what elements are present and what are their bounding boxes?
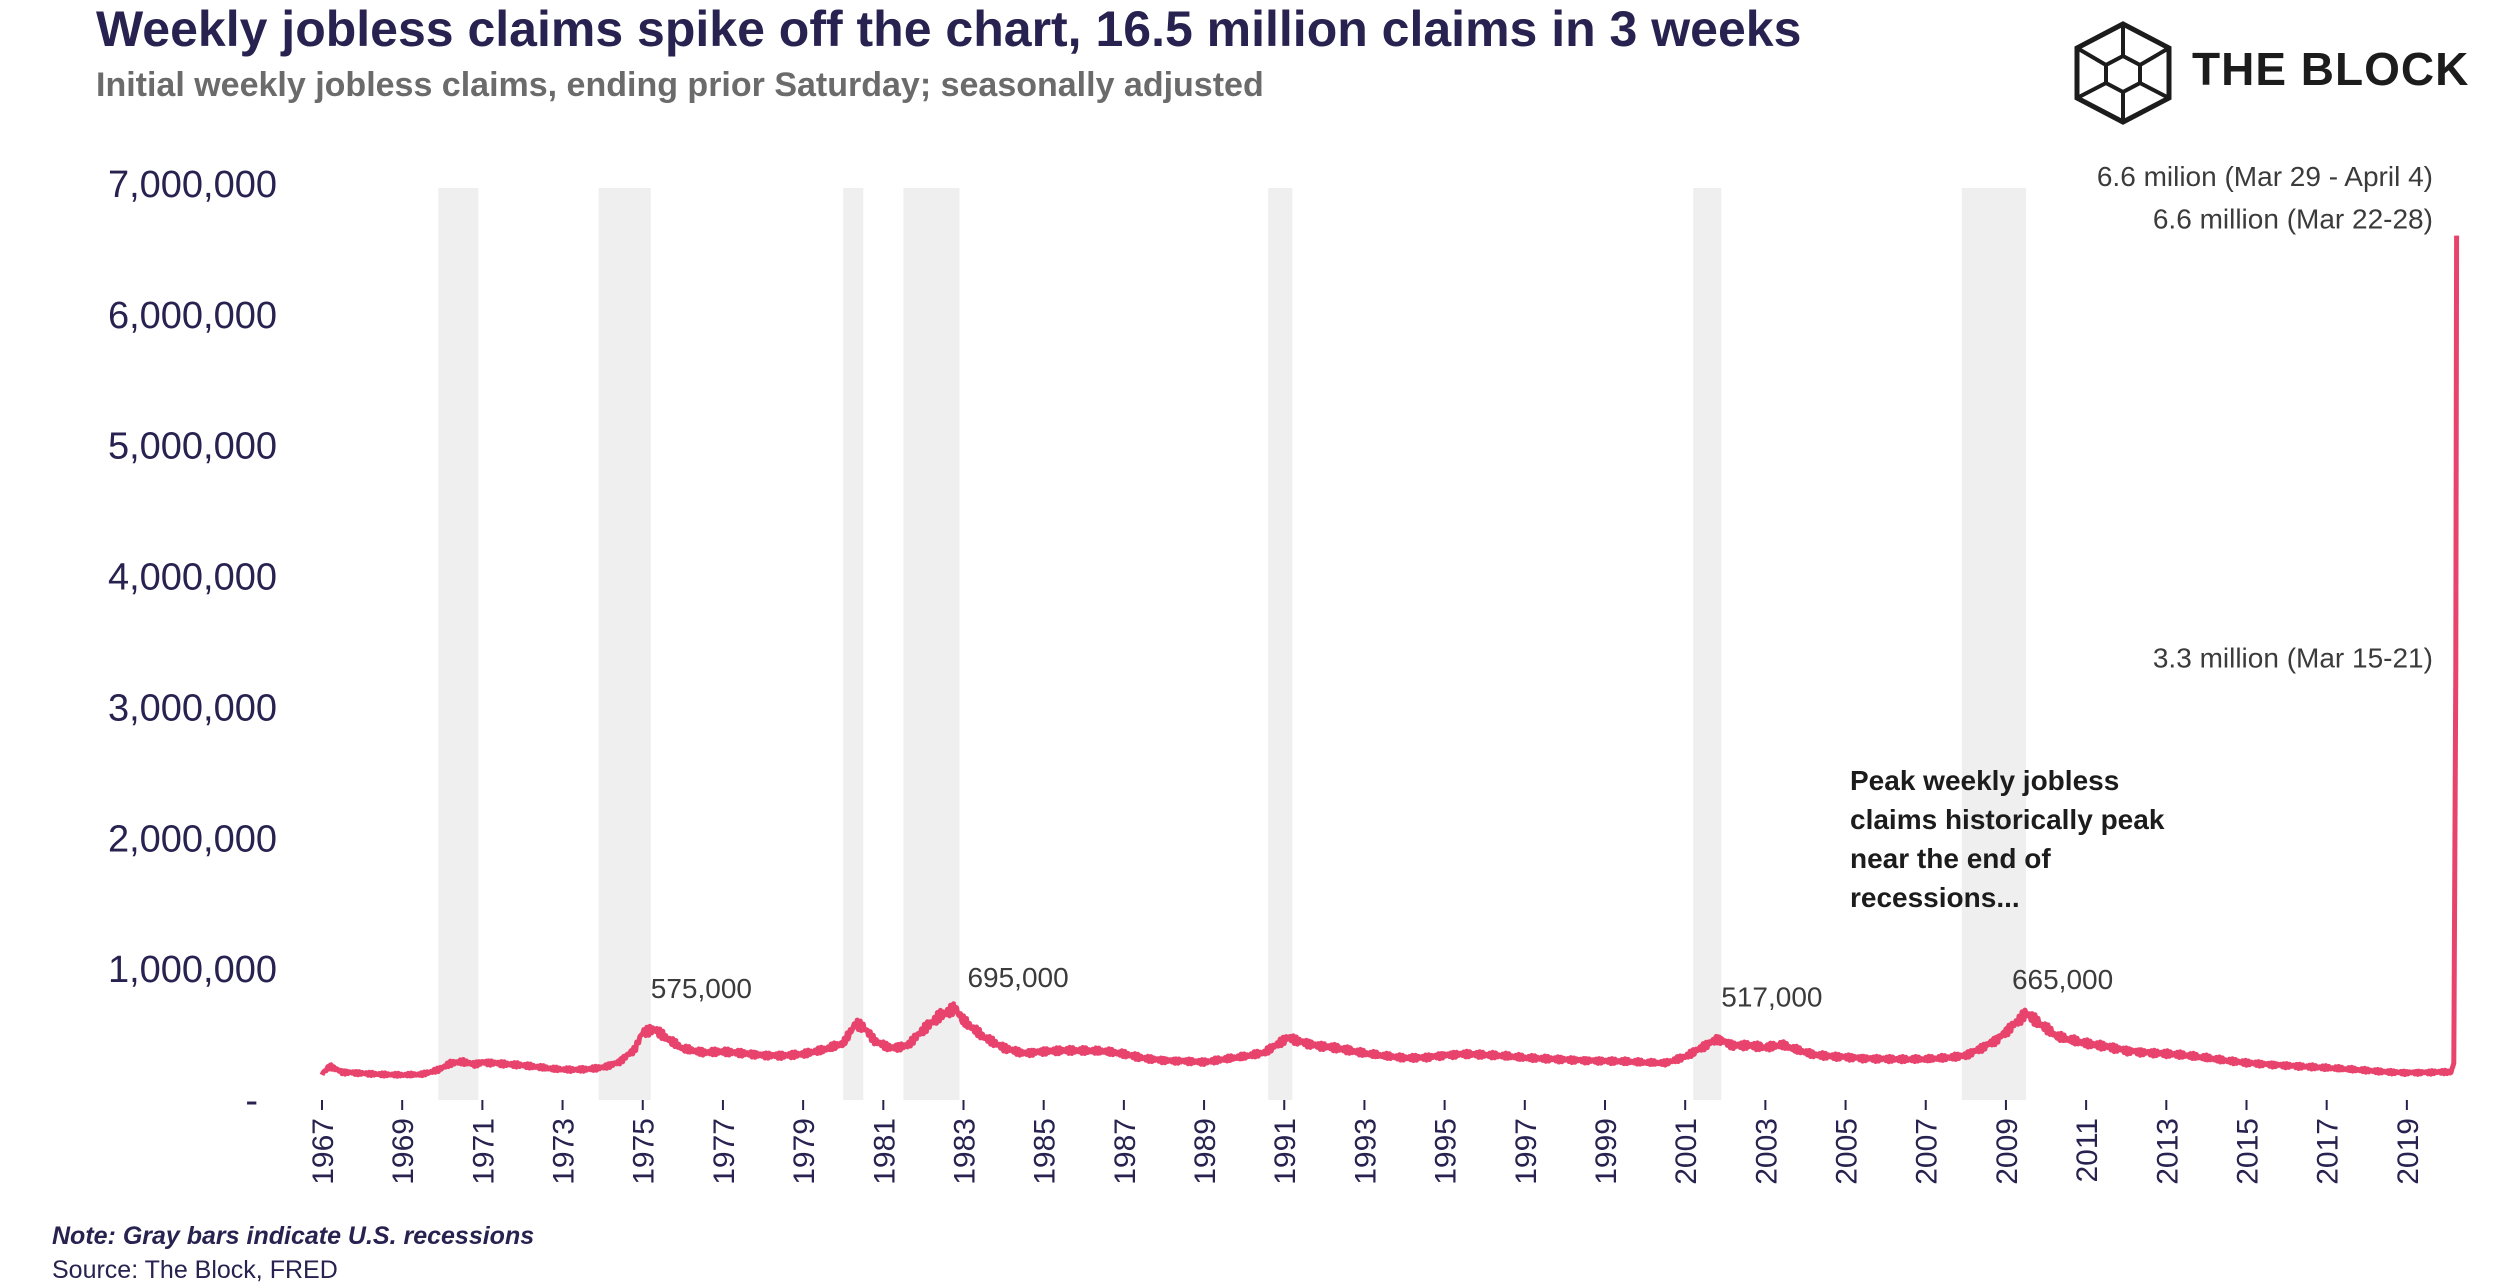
x-tick-label: 1981: [868, 1118, 901, 1185]
data-annotation: 6.6 milion (Mar 29 - April 4): [2097, 161, 2433, 192]
data-annotation: 6.6 million (Mar 22-28): [2153, 203, 2433, 234]
recession-bar: [843, 188, 864, 1100]
footnote: Note: Gray bars indicate U.S. recessions: [52, 1222, 535, 1250]
y-tick-label: 6,000,000: [108, 295, 277, 337]
callout-line: claims historically peak: [1850, 804, 2165, 835]
x-tick-label: 1969: [387, 1118, 420, 1185]
x-tick-label: 2011: [2071, 1118, 2104, 1183]
x-tick-label: 1997: [1510, 1118, 1543, 1185]
y-tick-label: 1,000,000: [108, 949, 277, 991]
claims-series: [319, 235, 2460, 1079]
x-tick-label: 2001: [1670, 1118, 1703, 1185]
x-tick-label: 2017: [2312, 1118, 2345, 1185]
x-tick-label: 1985: [1029, 1118, 1062, 1185]
jobless-claims-chart: - 1,000,000 2,000,000 3,000,000 4,000,000 5,0…: [108, 161, 2460, 1185]
x-tick-label: 2005: [1831, 1118, 1864, 1185]
x-tick-label: 1977: [708, 1118, 741, 1185]
recession-bar: [1693, 188, 1722, 1100]
data-annotation: 695,000: [967, 962, 1068, 993]
y-tick-label: 2,000,000: [108, 818, 277, 860]
the-block-logo: THE BLOCK: [2068, 18, 2498, 128]
x-tick-label: 2003: [1750, 1118, 1783, 1185]
logo-text: THE BLOCK: [2192, 43, 2470, 95]
x-tick-label: 2019: [2392, 1118, 2425, 1185]
x-tick-label: 1983: [948, 1118, 981, 1185]
x-tick-label: 1971: [467, 1118, 500, 1185]
chart-title: Weekly jobless claims spike off the char…: [96, 1, 1802, 57]
x-tick-label: 1995: [1430, 1118, 1463, 1185]
x-tick-label: 1991: [1269, 1118, 1302, 1185]
y-tick-label: 5,000,000: [108, 426, 277, 468]
callout-line: Peak weekly jobless: [1850, 765, 2119, 796]
x-tick-label: 1999: [1590, 1118, 1623, 1185]
y-axis: - 1,000,000 2,000,000 3,000,000 4,000,000 5,0…: [108, 164, 277, 1122]
data-annotation: 517,000: [1721, 981, 1822, 1012]
x-tick-label: 2015: [2231, 1118, 2264, 1185]
y-tick-label: 7,000,000: [108, 164, 277, 206]
data-annotation: 575,000: [651, 973, 752, 1004]
recession-bar: [903, 188, 960, 1100]
x-tick-label: 1975: [628, 1118, 661, 1185]
data-annotation: 3.3 million (Mar 15-21): [2153, 642, 2433, 673]
x-tick-label: 1993: [1349, 1118, 1382, 1185]
x-tick-label: 2007: [1911, 1118, 1944, 1185]
claims-line: [319, 235, 2460, 1079]
annotations: 575,000 695,000 517,000 665,000 3.3 million …: [651, 161, 2433, 1012]
recession-bar: [598, 188, 651, 1100]
source-line: Source: The Block, FRED: [52, 1256, 338, 1284]
cube-logo-icon: [2074, 21, 2172, 125]
y-tick-label: 4,000,000: [108, 557, 277, 599]
x-tick-label: 1987: [1109, 1118, 1142, 1185]
x-tick-label: 1989: [1189, 1118, 1222, 1185]
x-axis: 1967 1969 1971 1973 1975 1977 1979 1981 1983 1985…: [307, 1100, 2425, 1185]
recession-bar: [1268, 188, 1293, 1100]
x-tick-label: 2009: [1991, 1118, 2024, 1185]
x-tick-label: 2013: [2151, 1118, 2184, 1185]
recession-bar: [438, 188, 479, 1100]
recession-bar: [1961, 188, 2026, 1100]
recession-bars: [438, 188, 2026, 1100]
x-tick-label: 1973: [548, 1118, 581, 1185]
y-tick-label: -: [245, 1080, 258, 1122]
chart-subtitle: Initial weekly jobless claims, ending pr…: [96, 66, 1264, 104]
callout-line: recessions...: [1850, 882, 2020, 913]
x-tick-label: 1979: [788, 1118, 821, 1185]
data-annotation: 665,000: [2012, 964, 2113, 995]
callout-line: near the end of: [1850, 843, 2051, 874]
x-tick-label: 1967: [307, 1118, 340, 1185]
y-tick-label: 3,000,000: [108, 687, 277, 729]
